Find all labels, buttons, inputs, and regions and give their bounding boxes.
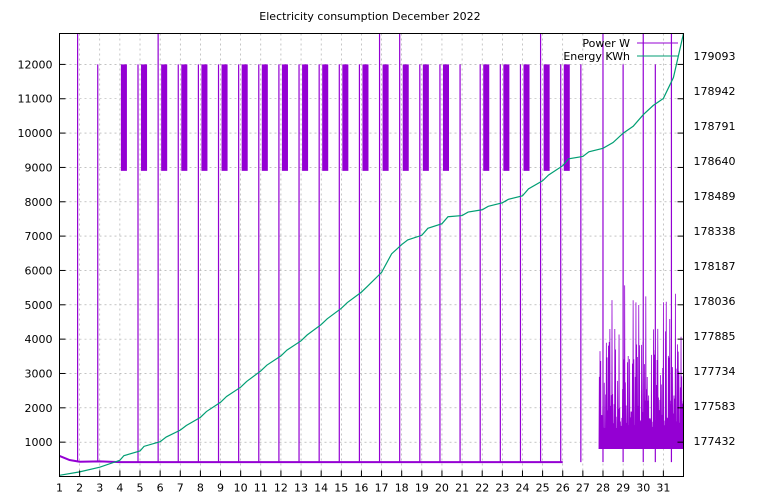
x-tick-label: 2 — [76, 482, 83, 495]
x-tick-label: 17 — [375, 482, 389, 495]
x-tick-label: 3 — [96, 482, 103, 495]
y-tick-label: 7000 — [25, 230, 53, 243]
power-band — [281, 64, 288, 171]
y-tick-label: 11000 — [18, 93, 53, 106]
y-tick-label: 9000 — [25, 161, 53, 174]
x-tick-label: 28 — [596, 482, 610, 495]
power-band — [161, 64, 168, 171]
power-band — [342, 64, 349, 171]
y2-tick-label: 178791 — [694, 120, 736, 133]
y2-tick-label: 177885 — [694, 330, 736, 343]
power-band — [543, 64, 550, 171]
y-tick-label: 12000 — [18, 58, 53, 71]
x-tick-label: 8 — [197, 482, 204, 495]
y2-tick-label: 178489 — [694, 190, 736, 203]
power-band — [362, 64, 369, 171]
power-band — [322, 64, 329, 171]
power-band — [141, 64, 148, 171]
x-tick-label: 20 — [435, 482, 449, 495]
gridlines — [59, 33, 684, 477]
power-band — [563, 64, 570, 171]
x-tick-label: 21 — [455, 482, 469, 495]
plot-frame — [59, 33, 684, 477]
power-series — [59, 33, 684, 464]
x-tick-label: 29 — [616, 482, 630, 495]
legend-energy-label: Energy KWh — [563, 50, 630, 63]
power-band — [422, 64, 429, 171]
y-tick-label: 4000 — [25, 333, 53, 346]
x-tick-label: 23 — [495, 482, 509, 495]
power-band — [483, 64, 490, 171]
y2-tick-label: 178942 — [694, 85, 736, 98]
power-baseline — [59, 454, 563, 464]
x-tick-label: 10 — [234, 482, 248, 495]
y-axis-ticks: 1000 2000 3000 4000 5000 6000 7000 8000 9000 1000… — [18, 58, 684, 449]
y2-tick-label: 177734 — [694, 365, 736, 378]
x-tick-label: 13 — [294, 482, 308, 495]
y2-axis-ticks: 177432 177583 177734 177885 178036 178187 1783… — [694, 50, 736, 448]
y2-tick-label: 178187 — [694, 260, 736, 273]
y-tick-label: 10000 — [18, 127, 53, 140]
power-band — [221, 64, 228, 171]
power-band — [382, 64, 389, 171]
x-tick-label: 7 — [177, 482, 184, 495]
x-tick-label: 16 — [354, 482, 368, 495]
power-band — [241, 64, 248, 171]
y2-tick-label: 178640 — [694, 155, 736, 168]
power-band — [442, 64, 449, 171]
x-tick-label: 1 — [56, 482, 63, 495]
y2-tick-label: 177432 — [694, 435, 736, 448]
y2-tick-label: 178338 — [694, 225, 736, 238]
y-tick-label: 6000 — [25, 264, 53, 277]
y2-tick-label: 177583 — [694, 400, 736, 413]
x-tick-label: 11 — [254, 482, 268, 495]
y-tick-label: 8000 — [25, 196, 53, 209]
x-axis-ticks: 1 2 3 4 5 6 7 8 9 10 11 12 13 14 15 16 17 18 19 20 21 22 23 24 2… — [56, 470, 670, 495]
x-tick-label: 30 — [636, 482, 650, 495]
power-noise — [598, 285, 684, 450]
x-tick-label: 26 — [556, 482, 570, 495]
x-tick-label: 6 — [157, 482, 164, 495]
x-tick-label: 18 — [395, 482, 409, 495]
power-9000-12000-bands — [120, 64, 570, 171]
y2-tick-label: 179093 — [694, 50, 736, 63]
power-band — [503, 64, 510, 171]
x-tick-label: 15 — [334, 482, 348, 495]
legend: Power W Energy KWh — [563, 37, 678, 63]
x-tick-label: 14 — [314, 482, 328, 495]
x-tick-label: 12 — [274, 482, 288, 495]
legend-power-label: Power W — [582, 37, 630, 50]
energy-line — [59, 33, 685, 476]
x-tick-label: 22 — [475, 482, 489, 495]
power-band — [402, 64, 409, 171]
power-band — [201, 64, 208, 171]
y-tick-label: 5000 — [25, 299, 53, 312]
y-tick-label: 2000 — [25, 402, 53, 415]
power-band — [523, 64, 530, 171]
x-tick-label: 5 — [137, 482, 144, 495]
x-tick-label: 24 — [515, 482, 529, 495]
y2-tick-label: 178036 — [694, 295, 736, 308]
y-tick-label: 3000 — [25, 367, 53, 380]
chart-title: Electricity consumption December 2022 — [259, 10, 480, 23]
x-tick-label: 19 — [415, 482, 429, 495]
power-band — [120, 64, 127, 171]
energy-series — [59, 33, 685, 476]
x-tick-label: 9 — [217, 482, 224, 495]
y-tick-label: 1000 — [25, 436, 53, 449]
power-band — [261, 64, 268, 171]
x-tick-label: 4 — [116, 482, 123, 495]
x-tick-label: 25 — [536, 482, 550, 495]
x-tick-label: 27 — [576, 482, 590, 495]
power-band — [302, 64, 309, 171]
power-band — [181, 64, 188, 171]
x-tick-label: 31 — [656, 482, 670, 495]
